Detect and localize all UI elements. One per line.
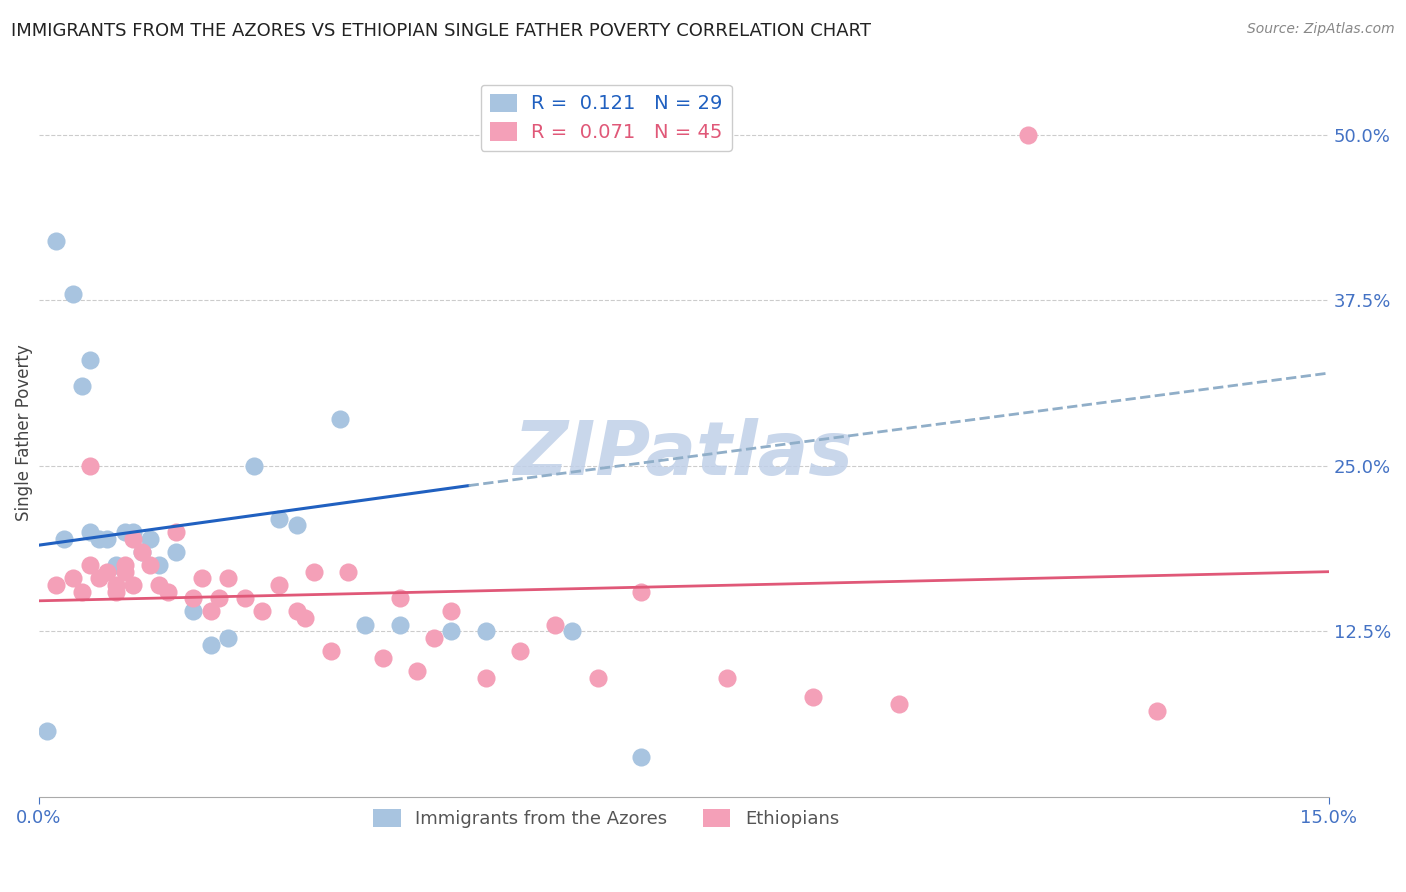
Point — [285, 518, 308, 533]
Y-axis label: Single Father Poverty: Single Father Poverty — [15, 344, 32, 521]
Point — [87, 532, 110, 546]
Point — [337, 565, 360, 579]
Point — [148, 578, 170, 592]
Point — [96, 532, 118, 546]
Point — [250, 604, 273, 618]
Point — [586, 671, 609, 685]
Point — [104, 578, 127, 592]
Point — [79, 524, 101, 539]
Point — [122, 578, 145, 592]
Point — [509, 644, 531, 658]
Point — [139, 532, 162, 546]
Point — [114, 558, 136, 572]
Point — [294, 611, 316, 625]
Point — [45, 234, 67, 248]
Point — [45, 578, 67, 592]
Point — [233, 591, 256, 606]
Point — [165, 524, 187, 539]
Point — [131, 545, 153, 559]
Point — [371, 650, 394, 665]
Text: IMMIGRANTS FROM THE AZORES VS ETHIOPIAN SINGLE FATHER POVERTY CORRELATION CHART: IMMIGRANTS FROM THE AZORES VS ETHIOPIAN … — [11, 22, 872, 40]
Point — [475, 671, 498, 685]
Point — [561, 624, 583, 639]
Point — [1146, 704, 1168, 718]
Point — [191, 571, 214, 585]
Point — [269, 512, 291, 526]
Point — [423, 631, 446, 645]
Point — [104, 584, 127, 599]
Point — [200, 604, 222, 618]
Point — [79, 352, 101, 367]
Point — [208, 591, 231, 606]
Point — [156, 584, 179, 599]
Point — [302, 565, 325, 579]
Point — [1017, 128, 1039, 142]
Point — [329, 412, 352, 426]
Text: ZIPatlas: ZIPatlas — [513, 418, 853, 491]
Point — [114, 565, 136, 579]
Point — [217, 571, 239, 585]
Point — [440, 624, 463, 639]
Point — [630, 750, 652, 764]
Point — [887, 697, 910, 711]
Point — [440, 604, 463, 618]
Point — [388, 617, 411, 632]
Point — [79, 458, 101, 473]
Text: Source: ZipAtlas.com: Source: ZipAtlas.com — [1247, 22, 1395, 37]
Point — [183, 604, 205, 618]
Point — [406, 664, 429, 678]
Point — [114, 524, 136, 539]
Point — [801, 690, 824, 705]
Point — [53, 532, 76, 546]
Point — [165, 545, 187, 559]
Point — [62, 286, 84, 301]
Point — [148, 558, 170, 572]
Point — [285, 604, 308, 618]
Point — [475, 624, 498, 639]
Point — [122, 524, 145, 539]
Point — [122, 532, 145, 546]
Point — [183, 591, 205, 606]
Point — [37, 723, 59, 738]
Point — [104, 558, 127, 572]
Point — [543, 617, 565, 632]
Point — [87, 571, 110, 585]
Point — [217, 631, 239, 645]
Point — [62, 571, 84, 585]
Point — [716, 671, 738, 685]
Point — [388, 591, 411, 606]
Point — [70, 379, 93, 393]
Point — [139, 558, 162, 572]
Point — [70, 584, 93, 599]
Point — [630, 584, 652, 599]
Point — [354, 617, 377, 632]
Legend: Immigrants from the Azores, Ethiopians: Immigrants from the Azores, Ethiopians — [366, 801, 846, 835]
Point — [200, 638, 222, 652]
Point — [131, 545, 153, 559]
Point — [242, 458, 264, 473]
Point — [269, 578, 291, 592]
Point — [79, 558, 101, 572]
Point — [96, 565, 118, 579]
Point — [319, 644, 342, 658]
